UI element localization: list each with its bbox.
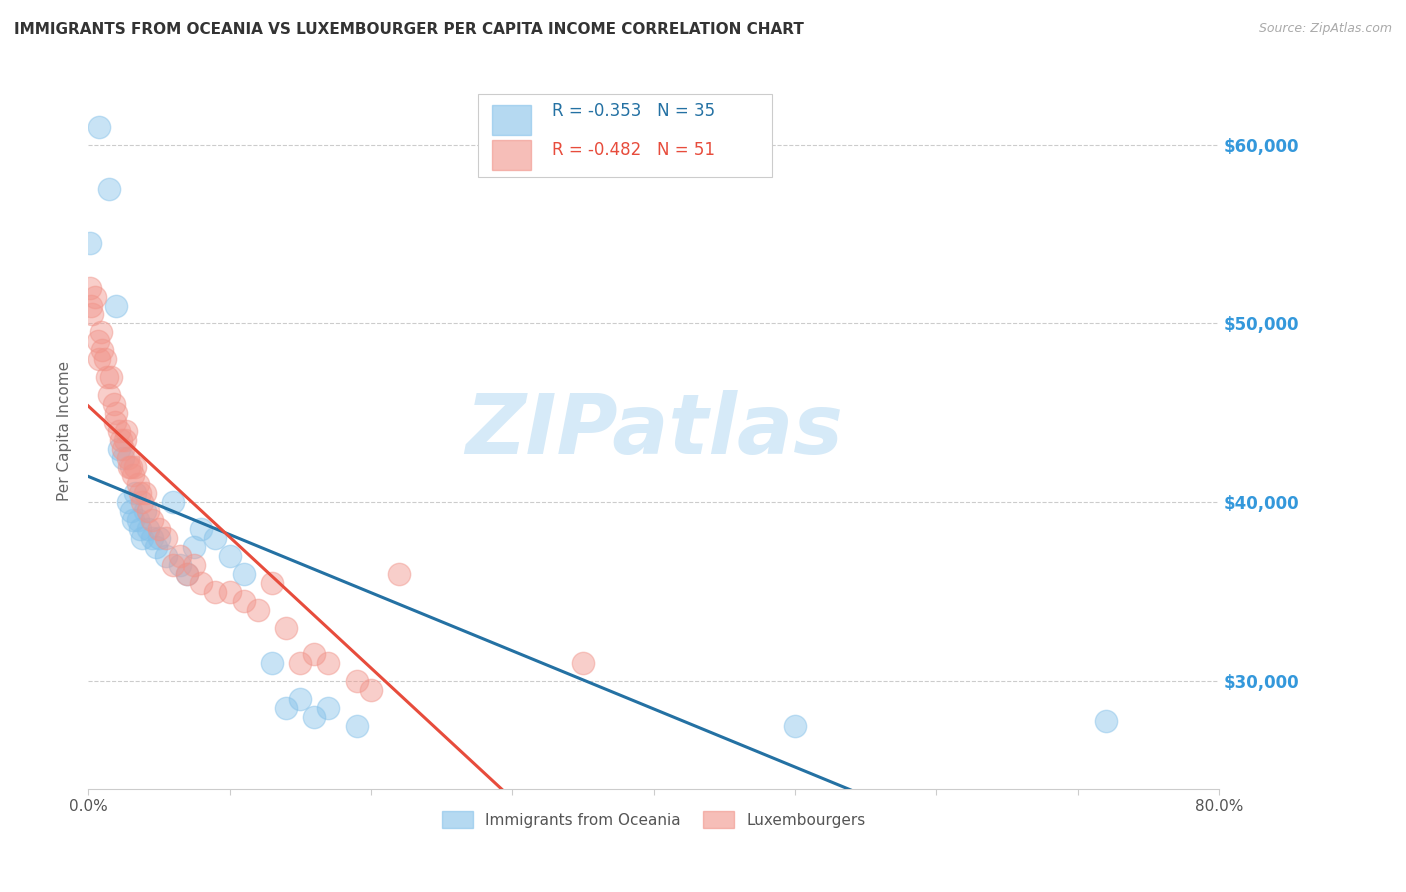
Point (131, 531, 153, 545)
Point (127, 477, 149, 491)
Point (162, 558, 184, 572)
Point (105, 406, 128, 420)
Point (84, 289, 107, 303)
Point (89, 352, 111, 367)
Point (318, 701, 340, 715)
Point (1095, 714, 1118, 728)
Point (183, 558, 205, 572)
Point (346, 719, 368, 733)
Point (127, 513, 149, 527)
Point (89, 120, 111, 134)
Point (148, 531, 170, 545)
Point (204, 584, 226, 599)
Point (104, 415, 127, 429)
Point (148, 522, 170, 536)
Point (100, 370, 122, 384)
Point (94, 352, 117, 367)
Point (136, 522, 159, 536)
Point (120, 504, 142, 518)
Point (117, 450, 139, 465)
Point (360, 683, 382, 698)
Point (108, 424, 131, 438)
Point (112, 450, 135, 465)
Point (82, 308, 104, 322)
Point (103, 397, 125, 411)
Y-axis label: Per Capita Income: Per Capita Income (58, 360, 72, 500)
Point (304, 710, 326, 724)
Point (90, 326, 112, 340)
Point (218, 584, 240, 599)
Point (131, 495, 153, 509)
Point (122, 468, 145, 483)
Point (190, 522, 212, 536)
Point (108, 442, 131, 456)
Text: R = -0.482   N = 51: R = -0.482 N = 51 (551, 141, 714, 159)
Point (115, 424, 138, 438)
FancyBboxPatch shape (478, 95, 772, 177)
Text: ZIPatlas: ZIPatlas (465, 391, 842, 471)
Point (572, 657, 595, 671)
Point (98, 182, 121, 196)
Point (176, 566, 198, 581)
Point (155, 549, 177, 563)
Point (155, 531, 177, 545)
Point (783, 719, 806, 733)
Point (318, 657, 340, 671)
Point (232, 593, 254, 607)
Point (141, 513, 163, 527)
Point (274, 621, 297, 635)
Point (129, 522, 152, 536)
Point (79, 280, 101, 294)
Point (87, 334, 110, 349)
Point (346, 674, 368, 689)
Point (183, 540, 205, 554)
Point (260, 575, 283, 590)
Bar (492, 105, 531, 136)
Point (169, 558, 191, 572)
Point (176, 566, 198, 581)
Point (112, 442, 135, 456)
Point (129, 486, 152, 500)
Point (290, 692, 312, 706)
Point (105, 299, 128, 313)
Point (136, 504, 159, 518)
Point (169, 549, 191, 563)
Point (141, 531, 163, 545)
Legend: Immigrants from Oceania, Luxembourgers: Immigrants from Oceania, Luxembourgers (436, 805, 872, 835)
Point (124, 459, 146, 474)
Point (232, 566, 254, 581)
Point (98, 388, 121, 402)
Point (190, 575, 212, 590)
Point (122, 513, 145, 527)
Bar (492, 139, 531, 169)
Point (274, 701, 297, 715)
Point (290, 657, 312, 671)
Text: Source: ZipAtlas.com: Source: ZipAtlas.com (1258, 22, 1392, 36)
Point (118, 459, 141, 474)
Point (114, 433, 136, 447)
Point (145, 540, 167, 554)
Point (124, 486, 146, 500)
Point (117, 495, 139, 509)
Point (91, 343, 114, 358)
Point (218, 549, 240, 563)
Point (260, 657, 283, 671)
Text: IMMIGRANTS FROM OCEANIA VS LUXEMBOURGER PER CAPITA INCOME CORRELATION CHART: IMMIGRANTS FROM OCEANIA VS LUXEMBOURGER … (14, 22, 804, 37)
Point (134, 486, 156, 500)
Point (120, 459, 142, 474)
Point (134, 504, 156, 518)
Point (388, 566, 411, 581)
Text: R = -0.353   N = 35: R = -0.353 N = 35 (551, 102, 716, 120)
Point (110, 433, 132, 447)
Point (304, 648, 326, 662)
Point (162, 495, 184, 509)
Point (80, 299, 103, 313)
Point (204, 531, 226, 545)
Point (79, 235, 101, 250)
Point (246, 602, 269, 616)
Point (96, 370, 118, 384)
